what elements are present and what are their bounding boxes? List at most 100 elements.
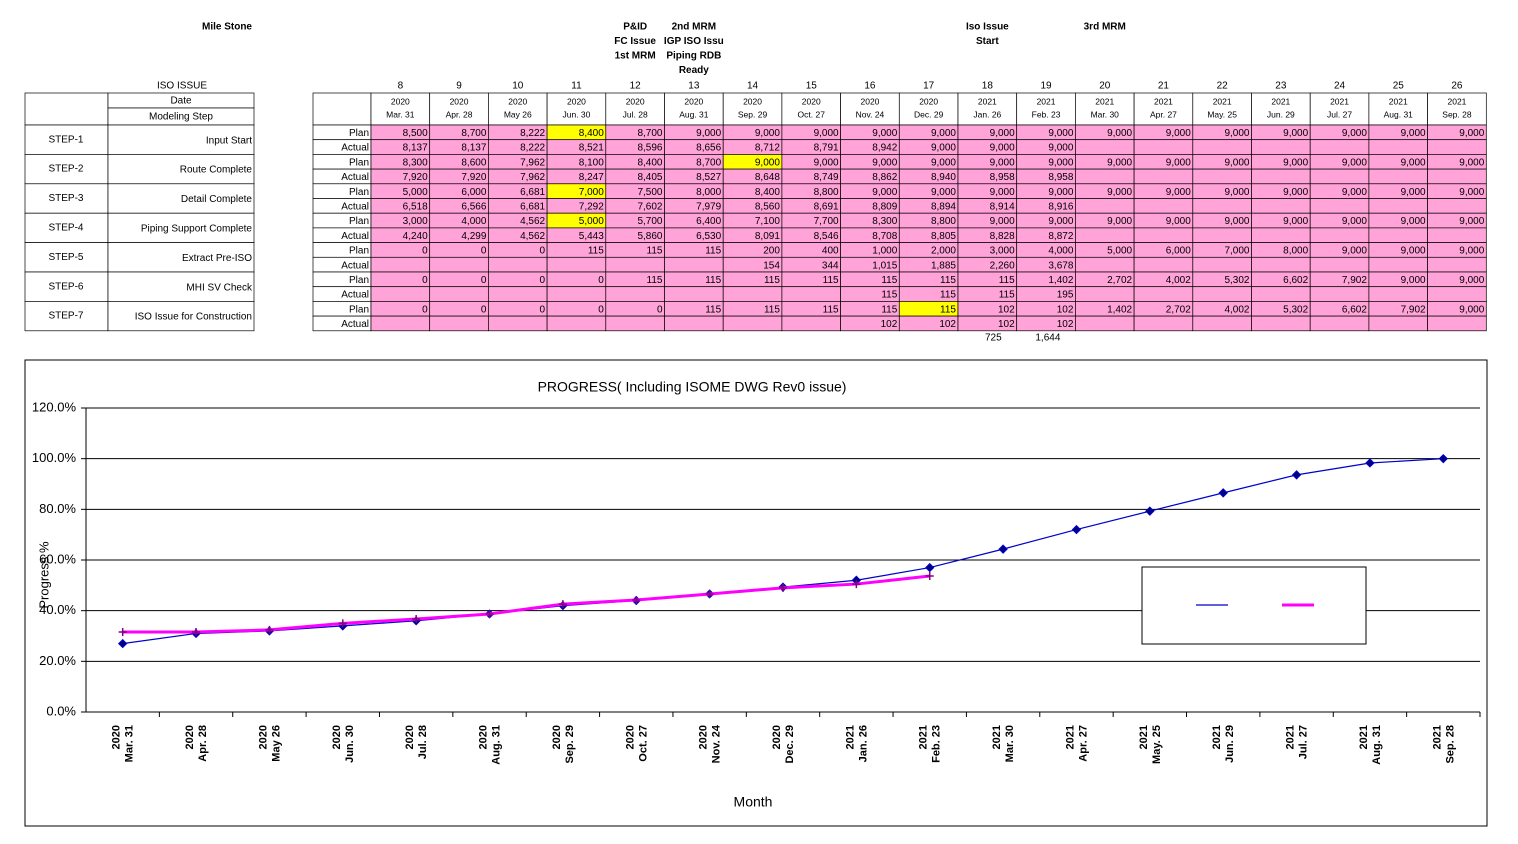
cell-value: 8,712 bbox=[755, 143, 780, 154]
cell-value: 8,300 bbox=[403, 157, 428, 168]
column-number: 25 bbox=[1393, 81, 1405, 92]
cell-value: 8,791 bbox=[814, 143, 839, 154]
cell-value: 8,600 bbox=[461, 157, 486, 168]
cell bbox=[605, 301, 665, 317]
milestone: IGP ISO Issu bbox=[664, 36, 724, 47]
column-date: Feb. 23 bbox=[1032, 109, 1061, 119]
step-id: STEP-4 bbox=[48, 223, 83, 234]
cell-value: 9,000 bbox=[1342, 128, 1367, 139]
cell-value: 9,000 bbox=[814, 157, 839, 168]
column-year: 2021 bbox=[1271, 96, 1290, 106]
column-date: Apr. 27 bbox=[1150, 109, 1177, 119]
cell-value: 7,000 bbox=[579, 187, 604, 198]
cell-value: 9,000 bbox=[1342, 187, 1367, 198]
marker bbox=[118, 627, 127, 636]
row-label: Plan bbox=[349, 216, 369, 227]
cell bbox=[1192, 315, 1252, 332]
column-number: 20 bbox=[1099, 81, 1111, 92]
cell bbox=[605, 315, 665, 332]
cell bbox=[312, 92, 372, 126]
marker bbox=[1218, 488, 1228, 498]
marker bbox=[412, 615, 421, 624]
cell bbox=[1427, 227, 1487, 243]
cell-value: 9,000 bbox=[1342, 246, 1367, 257]
cell-value: 8,809 bbox=[872, 201, 897, 212]
cell-value: 9,000 bbox=[1283, 216, 1308, 227]
row-label: Actual bbox=[341, 290, 369, 301]
cell bbox=[1192, 198, 1252, 214]
cell-value: 9,000 bbox=[1459, 187, 1484, 198]
milestone: Iso Issue bbox=[966, 22, 1009, 33]
cell bbox=[546, 256, 607, 273]
x-tick-label: 2020Jul. 28 bbox=[404, 725, 429, 759]
cell bbox=[781, 92, 841, 126]
cell-value: 9,000 bbox=[872, 187, 897, 198]
cell-value: 7,500 bbox=[637, 187, 662, 198]
marker bbox=[485, 609, 494, 618]
cell bbox=[1075, 227, 1135, 243]
x-tick-label: 2021Apr. 27 bbox=[1064, 725, 1089, 762]
y-tick-label: 40.0% bbox=[39, 602, 76, 617]
cell-value: 0 bbox=[657, 304, 663, 315]
cell bbox=[664, 92, 724, 126]
cell bbox=[488, 256, 548, 273]
cell-value: 9,000 bbox=[1283, 157, 1308, 168]
cell bbox=[429, 271, 489, 288]
cell-value: 8,400 bbox=[637, 157, 662, 168]
column-number: 24 bbox=[1334, 81, 1346, 92]
cell-value: 9,000 bbox=[1107, 187, 1132, 198]
step-id: STEP-1 bbox=[48, 134, 83, 145]
step-id: STEP-5 bbox=[48, 252, 83, 263]
cell-value: 9,000 bbox=[755, 157, 780, 168]
cell-value: 8,222 bbox=[520, 143, 545, 154]
cell-value: 8,916 bbox=[1048, 201, 1073, 212]
marker bbox=[117, 638, 128, 649]
cell-value: 9,000 bbox=[1048, 216, 1073, 227]
marker bbox=[852, 580, 861, 589]
cell bbox=[722, 315, 783, 332]
cell bbox=[488, 315, 548, 332]
cell-value: 9,000 bbox=[1048, 157, 1073, 168]
cell-value: 8,958 bbox=[990, 172, 1015, 183]
cell-value: 9,000 bbox=[1107, 216, 1132, 227]
x-tick-label: 2020Aug. 31 bbox=[477, 725, 502, 765]
cell-value: 9,000 bbox=[1166, 216, 1191, 227]
row-label: Plan bbox=[349, 246, 369, 257]
cell-value: 0 bbox=[481, 246, 487, 257]
column-date: Sep. 29 bbox=[738, 109, 768, 119]
x-tick-label: 2020Nov. 24 bbox=[698, 724, 723, 763]
cell-value: 8,872 bbox=[1048, 231, 1073, 242]
marker bbox=[779, 583, 787, 592]
cell-value: 8,656 bbox=[696, 143, 721, 154]
cell-value: 6,681 bbox=[520, 187, 545, 198]
cell-value: 9,000 bbox=[1342, 216, 1367, 227]
step-name: Route Complete bbox=[180, 165, 253, 176]
cell bbox=[605, 256, 665, 273]
y-tick-label: 100.0% bbox=[32, 450, 77, 465]
step-name: MHI SV Check bbox=[186, 282, 253, 293]
cell-value: 9,000 bbox=[990, 128, 1015, 139]
cell-value: 115 bbox=[588, 246, 604, 257]
x-tick-label: 2020Sep. 29 bbox=[551, 725, 576, 764]
cell bbox=[1368, 198, 1428, 214]
cell bbox=[1427, 168, 1487, 185]
cell-value: 115 bbox=[823, 304, 839, 315]
column-date: Aug. 31 bbox=[1384, 109, 1414, 119]
column-number: 11 bbox=[571, 81, 582, 92]
cell-value: 9,000 bbox=[1166, 157, 1191, 168]
cell-value: 9,000 bbox=[872, 128, 897, 139]
cell bbox=[1427, 92, 1487, 126]
cell bbox=[664, 256, 724, 273]
cell-value: 6,681 bbox=[520, 201, 545, 212]
cell bbox=[107, 242, 255, 273]
cell bbox=[429, 256, 489, 273]
cell-value: 7,962 bbox=[520, 172, 545, 183]
cell-value: 115 bbox=[705, 275, 721, 286]
cell-value: 9,000 bbox=[1401, 187, 1426, 198]
cell-value: 9,000 bbox=[931, 157, 956, 168]
cell-value: 8,700 bbox=[637, 128, 662, 139]
column-year: 2020 bbox=[508, 96, 527, 106]
cell-value: 9,000 bbox=[990, 157, 1015, 168]
cell bbox=[24, 212, 109, 243]
column-year: 2020 bbox=[802, 96, 821, 106]
